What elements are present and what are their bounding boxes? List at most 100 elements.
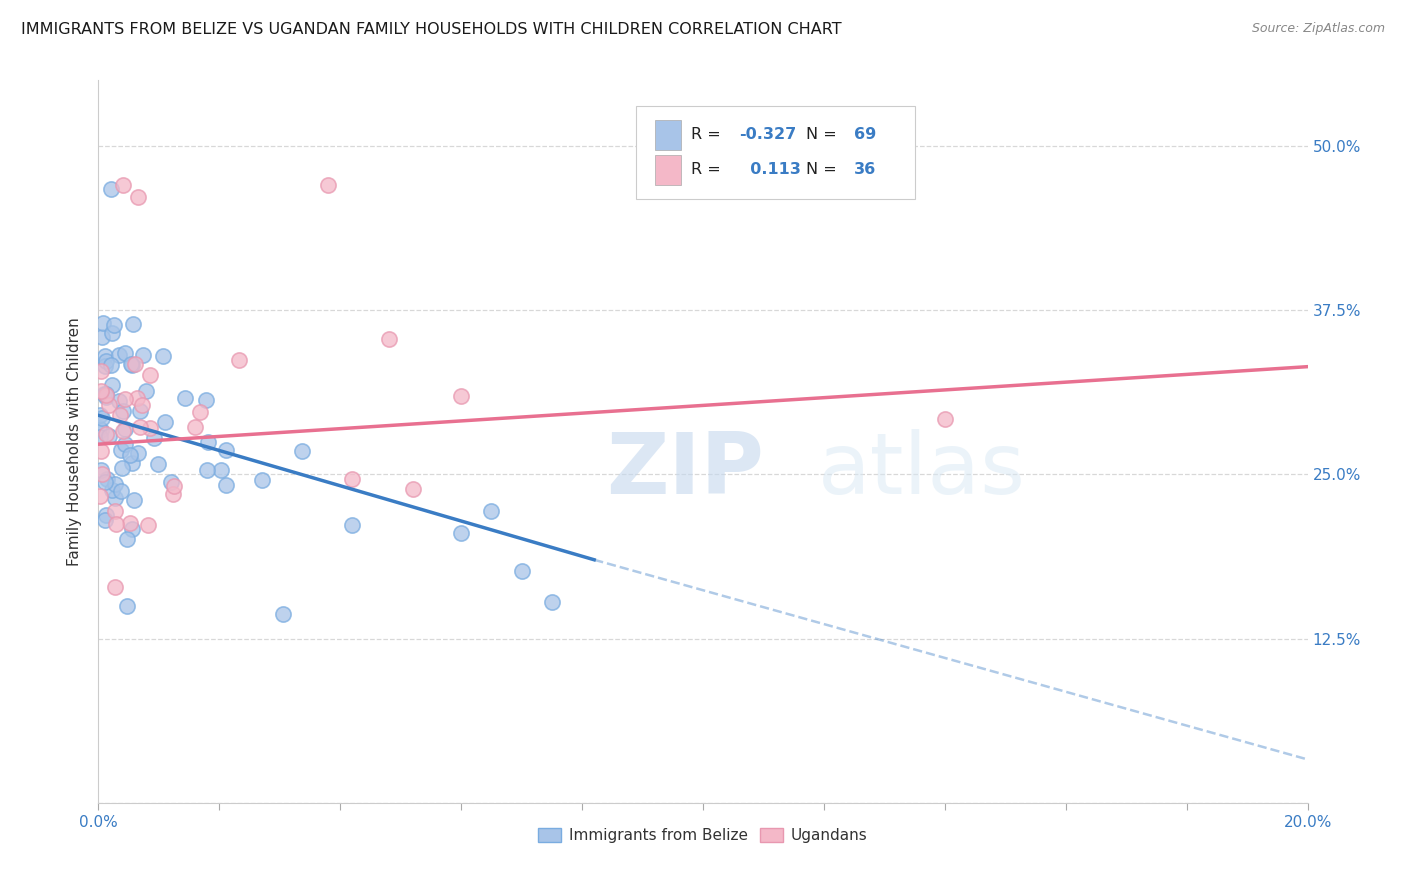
Point: [111, 424, 134, 438]
Point: [111, 178, 134, 193]
Point: [90, 463, 112, 477]
Point: [104, 476, 127, 491]
Point: [121, 522, 143, 536]
Point: [132, 348, 155, 362]
Text: N =: N =: [806, 161, 842, 177]
Point: [340, 517, 363, 532]
Point: [184, 419, 207, 434]
Point: [90, 467, 112, 481]
Point: [250, 473, 273, 487]
Point: [90, 364, 112, 378]
Point: [162, 487, 184, 501]
Point: [114, 437, 136, 451]
Point: [122, 493, 145, 508]
Point: [450, 389, 472, 403]
Point: [90, 444, 112, 458]
Point: [934, 412, 956, 426]
Text: IMMIGRANTS FROM BELIZE VS UGANDAN FAMILY HOUSEHOLDS WITH CHILDREN CORRELATION CH: IMMIGRANTS FROM BELIZE VS UGANDAN FAMILY…: [21, 22, 842, 37]
Point: [129, 404, 152, 418]
Point: [94, 353, 117, 368]
Point: [214, 477, 236, 491]
Point: [174, 391, 197, 405]
Point: [104, 516, 127, 531]
Point: [91, 330, 114, 344]
Point: [215, 442, 238, 457]
Point: [127, 391, 149, 405]
Point: [160, 475, 183, 489]
Point: [100, 182, 122, 196]
Point: [101, 326, 124, 340]
Point: [114, 422, 136, 436]
Point: [103, 318, 125, 332]
Point: [90, 410, 112, 425]
Point: [89, 489, 111, 503]
Point: [127, 190, 149, 204]
Text: R =: R =: [690, 127, 725, 142]
Point: [104, 491, 127, 505]
Point: [188, 405, 211, 419]
Point: [96, 388, 118, 402]
Point: [195, 392, 218, 407]
Point: [108, 349, 131, 363]
Point: [153, 415, 176, 429]
Text: ZIP: ZIP: [606, 429, 763, 512]
Point: [450, 526, 472, 541]
Point: [120, 448, 142, 462]
Point: [114, 392, 136, 407]
Point: [197, 434, 219, 449]
Point: [89, 420, 111, 434]
Point: [148, 457, 170, 471]
Point: [94, 426, 117, 441]
Point: [114, 345, 136, 359]
Text: 36: 36: [855, 161, 876, 177]
Point: [120, 516, 142, 531]
Bar: [655, 154, 682, 185]
Point: [90, 423, 112, 437]
Point: [128, 420, 150, 434]
Point: [94, 387, 117, 401]
FancyBboxPatch shape: [637, 105, 915, 200]
Point: [138, 368, 160, 382]
Text: 0.113: 0.113: [740, 161, 801, 177]
Point: [273, 607, 295, 621]
Point: [94, 513, 117, 527]
Point: [121, 318, 143, 332]
Point: [195, 463, 218, 477]
Text: N =: N =: [806, 127, 842, 142]
Point: [135, 384, 157, 398]
Point: [115, 532, 138, 546]
Point: [127, 446, 149, 460]
Point: [139, 421, 162, 435]
Point: [96, 508, 118, 522]
Point: [143, 431, 166, 445]
Text: R =: R =: [690, 161, 725, 177]
Point: [100, 483, 122, 498]
Text: atlas: atlas: [818, 429, 1026, 512]
Point: [377, 332, 399, 346]
Point: [94, 475, 117, 489]
Point: [152, 349, 174, 363]
Point: [120, 357, 142, 371]
Point: [90, 384, 112, 398]
Point: [110, 483, 132, 498]
Point: [91, 316, 114, 330]
Point: [136, 518, 159, 533]
Point: [131, 398, 153, 412]
Point: [316, 178, 339, 193]
Point: [93, 349, 115, 363]
Point: [89, 430, 111, 444]
Point: [96, 472, 118, 486]
Text: -0.327: -0.327: [740, 127, 797, 142]
Point: [342, 472, 364, 486]
Point: [98, 429, 121, 443]
Text: Source: ZipAtlas.com: Source: ZipAtlas.com: [1251, 22, 1385, 36]
Point: [104, 504, 127, 518]
Point: [97, 398, 120, 412]
Bar: [655, 120, 682, 151]
Point: [124, 357, 146, 371]
Point: [110, 442, 132, 457]
Point: [121, 359, 143, 373]
Point: [111, 461, 134, 475]
Point: [481, 504, 503, 518]
Point: [103, 581, 125, 595]
